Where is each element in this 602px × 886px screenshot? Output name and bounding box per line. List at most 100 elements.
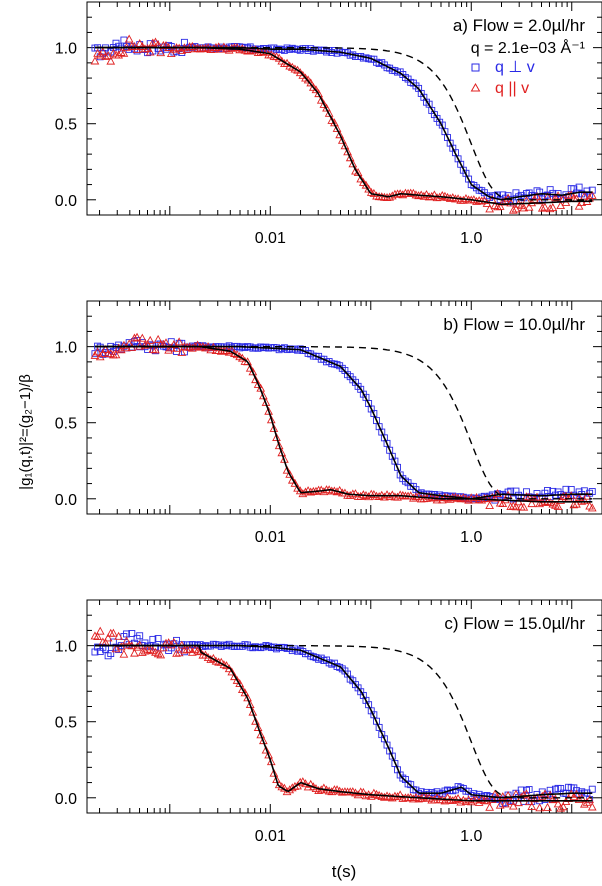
data-point-triangle <box>132 642 142 651</box>
data-point-triangle <box>253 722 263 731</box>
data-point-triangle <box>530 794 539 803</box>
data-point-triangle <box>172 343 181 352</box>
fit-curve <box>95 345 593 503</box>
data-point-triangle <box>169 44 179 53</box>
data-point-triangle <box>493 489 502 498</box>
data-point-triangle <box>227 346 237 355</box>
data-point-triangle <box>556 495 566 504</box>
data-point-triangle <box>240 688 250 697</box>
data-point-triangle <box>437 190 447 199</box>
data-point-square <box>107 650 115 657</box>
data-point-triangle <box>548 795 558 804</box>
data-point-triangle <box>440 492 450 501</box>
data-point-triangle <box>324 108 334 117</box>
data-point-triangle <box>143 644 152 653</box>
data-point-triangle <box>111 350 121 359</box>
data-point-triangle <box>206 345 216 354</box>
data-point-triangle <box>227 667 237 676</box>
data-point-triangle <box>101 51 110 60</box>
data-point-triangle <box>106 56 116 65</box>
data-point-triangle <box>485 501 495 509</box>
data-point-triangle <box>114 50 123 59</box>
data-point-triangle <box>545 204 555 213</box>
data-point-triangle <box>185 644 195 653</box>
data-point-square <box>128 630 136 637</box>
data-point-triangle <box>248 707 258 716</box>
data-point-triangle <box>116 47 126 56</box>
data-point-triangle <box>156 48 166 57</box>
data-point-triangle <box>237 685 247 694</box>
data-point-triangle <box>93 347 102 356</box>
data-point-triangle <box>140 646 150 655</box>
data-point-triangle <box>251 716 260 725</box>
y-tick-label: 0.0 <box>55 193 77 210</box>
data-point-triangle <box>340 141 350 150</box>
data-point-triangle <box>269 423 279 432</box>
data-point-triangle <box>506 502 516 511</box>
x-tick-label: 0.01 <box>255 529 286 546</box>
panel-c: 0.01 1.0 0.0 0.5 1.0 c) Flow = 15.0µl/hr <box>55 599 602 845</box>
data-point-triangle <box>551 193 560 202</box>
reference-curve-dashed <box>95 644 593 799</box>
data-point-square <box>383 439 391 447</box>
data-point-triangle <box>514 798 523 807</box>
data-point-triangle <box>532 492 542 501</box>
data-point-triangle <box>587 190 597 199</box>
y-tick-label: 0.0 <box>55 492 77 509</box>
panels: 0.01 1.0 0.0 0.5 1.0 a) Flow = 2.0µl/hr q = 2.… <box>55 1 602 845</box>
data-point-triangle <box>408 794 418 803</box>
x-tick-label: 0.01 <box>255 828 286 845</box>
data-point-square <box>91 350 99 358</box>
data-point-triangle <box>437 495 447 504</box>
data-point-triangle <box>98 47 108 56</box>
data-point-triangle <box>398 793 408 802</box>
data-point-square <box>536 188 544 196</box>
data-point-triangle <box>361 180 371 189</box>
fit-curve <box>95 644 593 802</box>
data-point-triangle <box>295 777 305 786</box>
data-point-triangle <box>551 794 560 803</box>
data-point-square <box>525 786 533 793</box>
data-point-triangle <box>230 672 239 681</box>
data-point-triangle <box>558 802 568 811</box>
data-point-triangle <box>527 499 537 508</box>
legend-label: q ⊥ v <box>495 59 535 76</box>
data-point-triangle <box>261 47 271 56</box>
x-tick-label: 1.0 <box>460 828 482 845</box>
data-point-triangle <box>101 345 110 354</box>
panel-b: 0.01 1.0 0.0 0.5 1.0 b) Flow = 10.0µl/hr <box>55 300 602 546</box>
series-perp <box>91 337 596 504</box>
data-point-square <box>146 40 154 48</box>
data-point-triangle <box>337 135 347 144</box>
y-tick-label: 0.5 <box>55 117 77 134</box>
data-point-triangle <box>235 679 245 688</box>
data-point-triangle <box>524 492 534 501</box>
fit-curve <box>95 644 593 799</box>
data-point-triangle <box>556 803 566 812</box>
data-point-triangle <box>356 787 366 796</box>
data-point-triangle <box>177 45 187 54</box>
x-axis-label: t(s) <box>332 862 357 881</box>
series-perp <box>91 630 596 807</box>
data-point-square <box>152 347 159 355</box>
data-point-triangle <box>98 348 108 357</box>
data-point-triangle <box>430 190 439 199</box>
data-point-triangle <box>485 802 495 811</box>
x-tick-label: 1.0 <box>460 230 482 247</box>
plot-area <box>90 34 597 214</box>
data-point-triangle <box>245 700 255 709</box>
data-point-triangle <box>111 644 121 653</box>
y-tick-label: 1.0 <box>55 41 77 58</box>
data-point-triangle <box>172 648 181 657</box>
plot-area <box>90 626 597 812</box>
data-point-triangle <box>272 433 281 441</box>
data-point-triangle <box>582 797 592 806</box>
data-point-triangle <box>424 492 434 501</box>
data-point-triangle <box>253 379 263 388</box>
data-point-triangle <box>156 650 166 659</box>
data-point-square <box>180 38 188 46</box>
data-point-triangle <box>582 491 592 500</box>
data-point-triangle <box>258 736 268 745</box>
data-point-triangle <box>456 797 466 806</box>
data-point-triangle <box>380 792 389 801</box>
